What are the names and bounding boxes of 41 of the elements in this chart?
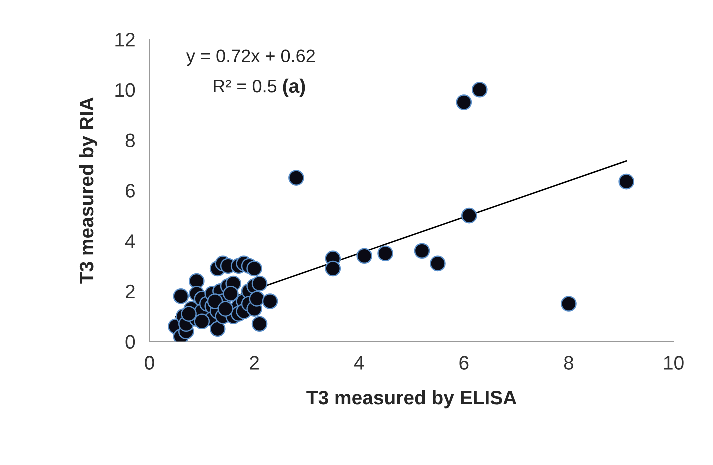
point [223, 286, 239, 302]
y-tick-label: 2 [126, 284, 135, 298]
annotation: R² = 0.5 [214, 80, 277, 93]
y-tick-label: 10 [116, 83, 136, 98]
point [181, 306, 197, 322]
point [414, 243, 430, 260]
y-axis-title: T3 measured by RIA [79, 98, 98, 284]
point [456, 94, 472, 110]
point [561, 296, 577, 312]
point [194, 314, 210, 330]
point [252, 276, 268, 292]
point [288, 170, 304, 186]
point [461, 208, 478, 224]
point [252, 316, 268, 332]
point [173, 288, 190, 304]
x-tick-label: 6 [460, 356, 469, 370]
x-tick-label: 2 [250, 356, 259, 370]
y-tick-label: 8 [126, 134, 135, 148]
point [618, 174, 635, 190]
y-tick-label: 0 [126, 335, 136, 350]
x-tick-label: 0 [145, 356, 154, 370]
point [207, 294, 224, 310]
point [210, 321, 226, 338]
annotation: (a) [283, 78, 306, 97]
y-tick-label: 4 [125, 234, 136, 248]
point [472, 82, 488, 98]
annotation: y = 0.72x + 0.62 [186, 50, 315, 66]
point [249, 291, 266, 307]
x-tick-label: 8 [564, 356, 574, 370]
x-axis-title: T3 measured by ELISA [306, 390, 517, 409]
point [430, 256, 446, 272]
point [246, 260, 262, 277]
point [262, 294, 278, 310]
point [325, 260, 342, 277]
y-tick-label: 6 [126, 184, 135, 198]
x-tick-label: 4 [354, 356, 364, 370]
point [378, 246, 394, 262]
x-tick-label: 10 [664, 356, 684, 370]
point [356, 248, 372, 264]
y-tick-label: 12 [116, 32, 135, 47]
point [218, 301, 234, 317]
